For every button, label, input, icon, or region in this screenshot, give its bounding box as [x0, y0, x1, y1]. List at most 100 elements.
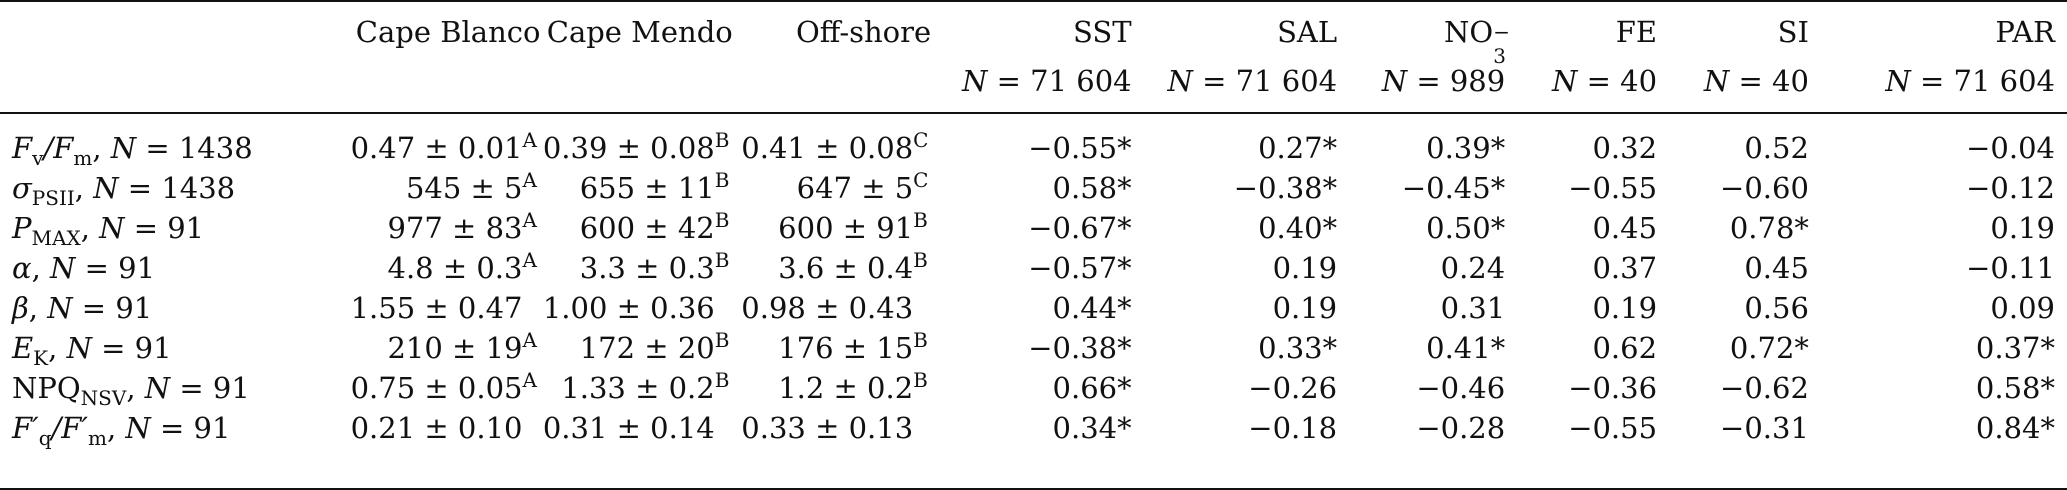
- table-row: α, N = 91 4.8 ± 0.3A 3.3 ± 0.3B 3.6 ± 0.4B −…: [12, 248, 2055, 288]
- col-header-si: SI: [1777, 15, 1809, 49]
- table-body: Fv/Fm, N = 1438 0.47 ± 0.01A 0.39 ± 0.08B 0…: [12, 128, 2055, 448]
- cell-sal: −0.18: [1248, 411, 1338, 445]
- cell-no3: 0.39*: [1426, 131, 1506, 165]
- cell-no3: 0.41*: [1426, 331, 1506, 365]
- cell-offshore: 600 ± 91B: [778, 208, 928, 245]
- cell-fe: 0.32: [1592, 131, 1658, 165]
- col-header-fe: FE: [1615, 15, 1658, 49]
- row-label: NPQNSV, N = 91: [12, 371, 250, 410]
- cell-par: −0.12: [1966, 171, 2055, 205]
- row-label: PMAX, N = 91: [12, 211, 205, 250]
- row-label: β, N = 91: [12, 291, 153, 325]
- n-sal: N = 71 604: [1167, 64, 1338, 98]
- cell-offshore: 3.6 ± 0.4B: [778, 248, 928, 285]
- data-table: Cape Blanco Cape Mendo Off-shore SST SAL…: [12, 0, 2055, 448]
- cell-cape-mendo: 600 ± 42B: [579, 208, 730, 245]
- cell-offshore: 0.33 ± 0.13: [741, 411, 914, 445]
- cell-sal: −0.26: [1248, 371, 1338, 405]
- cell-cape-mendo: 3.3 ± 0.3B: [579, 248, 730, 285]
- cell-sal: 0.33*: [1258, 331, 1338, 365]
- cell-cape-mendo: 0.31 ± 0.14: [542, 411, 715, 445]
- cell-cape-blanco: 0.47 ± 0.01A: [350, 128, 537, 165]
- cell-si: 0.56: [1744, 291, 1809, 325]
- cell-cape-blanco: 545 ± 5A: [405, 168, 537, 205]
- cell-cape-mendo: 172 ± 20B: [579, 328, 730, 365]
- table-row: NPQNSV, N = 91 0.75 ± 0.05A 1.33 ± 0.2B 1.2…: [12, 368, 2055, 408]
- col-header-sal: SAL: [1277, 15, 1338, 49]
- row-label: α, N = 91: [12, 251, 156, 285]
- cell-cape-mendo: 0.39 ± 0.08B: [542, 128, 730, 165]
- cell-sal: 0.19: [1272, 251, 1338, 285]
- cell-par: 0.19: [1990, 211, 2055, 245]
- table-row: EK, N = 91 210 ± 19A 172 ± 20B 176 ± 15B −0.…: [12, 328, 2055, 368]
- row-label: EK, N = 91: [12, 331, 172, 370]
- col-header-cape-blanco: Cape Blanco: [355, 15, 541, 49]
- col-header-no3: NO −3: [1444, 15, 1510, 68]
- cell-fe: 0.37: [1592, 251, 1658, 285]
- table-row: PMAX, N = 91 977 ± 83A 600 ± 42B 600 ± 91B −…: [12, 208, 2055, 248]
- cell-no3: 0.31: [1440, 291, 1506, 325]
- cell-sst: 0.34*: [1052, 411, 1132, 445]
- cell-si: −0.62: [1720, 371, 1809, 405]
- cell-offshore: 0.41 ± 0.08C: [741, 128, 929, 165]
- cell-si: 0.52: [1744, 131, 1809, 165]
- cell-fe: 0.62: [1592, 331, 1658, 365]
- header-row-labels: Cape Blanco Cape Mendo Off-shore SST SAL…: [12, 0, 2055, 68]
- cell-si: 0.78*: [1729, 211, 1809, 245]
- col-header-par: PAR: [1995, 15, 2055, 49]
- cell-sal: −0.38*: [1233, 171, 1338, 205]
- cell-sst: −0.55*: [1028, 131, 1132, 165]
- cell-offshore: 176 ± 15B: [778, 328, 928, 365]
- cell-no3: 0.24: [1440, 251, 1506, 285]
- cell-par: −0.04: [1966, 131, 2055, 165]
- cell-si: −0.31: [1720, 411, 1809, 445]
- cell-sst: 0.58*: [1052, 171, 1132, 205]
- col-header-offshore: Off-shore: [795, 15, 932, 49]
- cell-fe: −0.55: [1568, 411, 1658, 445]
- cell-par: 0.84*: [1975, 411, 2055, 445]
- cell-no3: 0.50*: [1426, 211, 1506, 245]
- row-label: σPSII, N = 1438: [12, 171, 236, 210]
- header-rule: [0, 112, 2067, 114]
- cell-cape-blanco: 4.8 ± 0.3A: [387, 248, 537, 285]
- cell-fe: −0.36: [1568, 371, 1658, 405]
- cell-cape-mendo: 1.00 ± 0.36: [542, 291, 715, 325]
- cell-cape-mendo: 655 ± 11B: [579, 168, 730, 205]
- col-header-cape-mendo: Cape Mendo: [546, 15, 733, 49]
- cell-no3: −0.46: [1416, 371, 1506, 405]
- cell-sal: 0.19: [1272, 291, 1338, 325]
- bottom-rule: [0, 488, 2067, 490]
- cell-no3: −0.28: [1416, 411, 1506, 445]
- table-row: Fv/Fm, N = 1438 0.47 ± 0.01A 0.39 ± 0.08B 0…: [12, 128, 2055, 168]
- cell-offshore: 647 ± 5C: [796, 168, 929, 205]
- cell-si: −0.60: [1720, 171, 1809, 205]
- cell-offshore: 1.2 ± 0.2B: [778, 368, 928, 405]
- cell-par: 0.37*: [1975, 331, 2055, 365]
- cell-sst: −0.67*: [1028, 211, 1132, 245]
- cell-sal: 0.40*: [1258, 211, 1338, 245]
- cell-par: 0.09: [1990, 291, 2055, 325]
- cell-no3: −0.45*: [1401, 171, 1506, 205]
- cell-offshore: 0.98 ± 0.43: [741, 291, 914, 325]
- cell-sal: 0.27*: [1258, 131, 1338, 165]
- row-label: F′q/F′m, N = 91: [12, 411, 231, 450]
- col-header-sst: SST: [1073, 15, 1132, 49]
- cell-si: 0.45: [1744, 251, 1809, 285]
- cell-cape-mendo: 1.33 ± 0.2B: [561, 368, 730, 405]
- row-label: Fv/Fm, N = 1438: [12, 131, 253, 170]
- cell-fe: 0.45: [1592, 211, 1658, 245]
- n-sst: N = 71 604: [962, 64, 1132, 98]
- table-row: β, N = 91 1.55 ± 0.47 1.00 ± 0.36 0.98 ± 0.…: [12, 288, 2055, 328]
- corner-cell: [12, 0, 308, 62]
- n-si: N = 40: [1703, 64, 1809, 98]
- cell-fe: −0.55: [1568, 171, 1658, 205]
- cell-fe: 0.19: [1592, 291, 1658, 325]
- table-row: σPSII, N = 1438 545 ± 5A 655 ± 11B 647 ± 5C…: [12, 168, 2055, 208]
- table-row: F′q/F′m, N = 91 0.21 ± 0.10 0.31 ± 0.14 0.3…: [12, 408, 2055, 448]
- cell-sst: −0.57*: [1028, 251, 1132, 285]
- cell-par: 0.58*: [1975, 371, 2055, 405]
- n-no3: N = 989: [1381, 64, 1506, 98]
- cell-si: 0.72*: [1729, 331, 1809, 365]
- cell-sst: 0.66*: [1052, 371, 1132, 405]
